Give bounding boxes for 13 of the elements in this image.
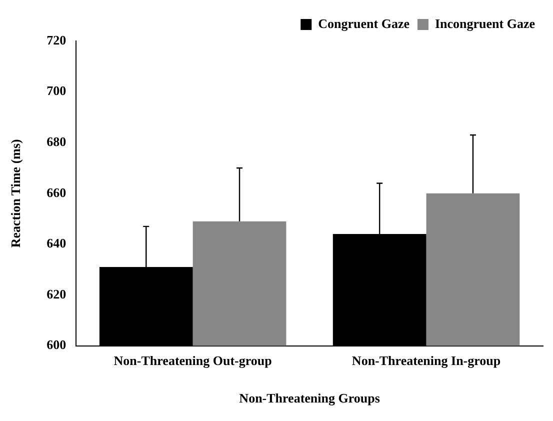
y-tick-label: 640 [46,236,66,251]
y-axis-title: Reaction Time (ms) [8,139,24,248]
x-tick-label: Non-Threatening In-group [352,352,501,368]
y-tick-label: 620 [46,286,66,302]
x-tick-label: Non-Threatening Out-group [114,352,272,368]
legend-label: Congruent Gaze [318,16,410,31]
y-tick-label: 660 [46,184,66,200]
y-tick-label: 600 [46,337,66,352]
legend-label: Incongruent Gaze [434,16,536,31]
y-tick-label: 720 [46,32,66,48]
y-tick-label: 680 [46,134,66,149]
y-tick-label: 700 [46,83,66,98]
x-axis-title: Non-Threatening Groups [239,390,380,406]
